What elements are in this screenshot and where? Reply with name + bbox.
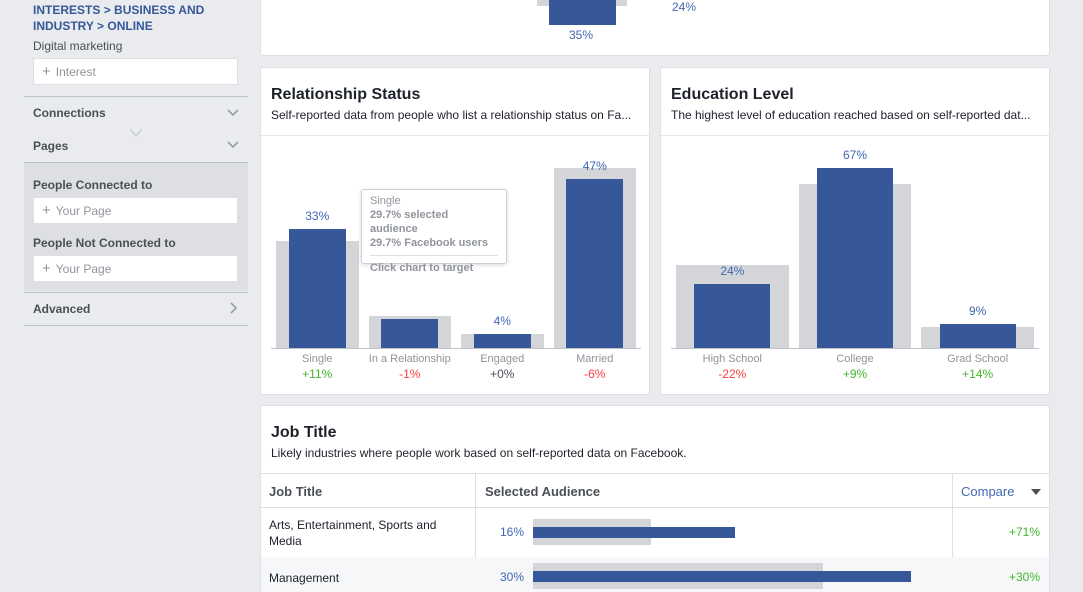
chart-tooltip: Single 29.7% selected audience 29.7% Fac… bbox=[361, 189, 507, 274]
row-percent: 30% bbox=[499, 570, 524, 584]
card-title: Education Level bbox=[671, 86, 794, 103]
chevron-down-icon bbox=[227, 109, 239, 117]
row-percent: 16% bbox=[499, 525, 524, 539]
row-job-title: Arts, Entertainment, Sports and Media bbox=[269, 518, 437, 548]
crumb-interests[interactable]: INTERESTS bbox=[33, 3, 101, 17]
bar-percent-label: 24% bbox=[671, 0, 697, 14]
bar-percent-label: 35% bbox=[568, 28, 594, 42]
people-not-connected-placeholder: Your Page bbox=[55, 261, 112, 276]
comparison-value: -1% bbox=[399, 367, 421, 381]
card-divider bbox=[661, 135, 1049, 136]
sidebar-divider bbox=[24, 325, 248, 326]
category-label: College bbox=[836, 353, 874, 365]
crumb-online[interactable]: ONLINE bbox=[107, 19, 153, 33]
section-notch bbox=[130, 129, 142, 137]
comparison-value: +11% bbox=[302, 367, 333, 381]
card-subtitle: The highest level of education reached b… bbox=[671, 108, 1031, 122]
relationship-status-card: Relationship Status Self-reported data f… bbox=[260, 67, 650, 395]
chart-bar-selected[interactable] bbox=[566, 179, 624, 348]
chart-bar-selected bbox=[549, 0, 616, 25]
tooltip-action: Click chart to target bbox=[370, 262, 474, 274]
education-level-card: Education Level The highest level of edu… bbox=[660, 67, 1050, 395]
bar-percent-label: 47% bbox=[582, 159, 607, 173]
compare-dropdown[interactable]: Compare bbox=[961, 484, 1014, 499]
category-label: Married bbox=[576, 353, 614, 365]
table-header: Job Title Selected Audience Compare bbox=[261, 473, 1049, 508]
chart-bar-selected[interactable] bbox=[816, 168, 894, 348]
category-label: In a Relationship bbox=[368, 353, 451, 365]
card-subtitle: Likely industries where people work base… bbox=[271, 446, 687, 460]
row-bar-selected bbox=[533, 527, 735, 538]
tooltip-title: Single bbox=[370, 195, 401, 207]
bar-percent-label: 24% bbox=[720, 263, 745, 278]
plus-icon: + bbox=[42, 202, 51, 219]
card-divider bbox=[261, 135, 649, 136]
chart-bar-selected[interactable] bbox=[939, 323, 1016, 348]
chevron-down-icon bbox=[227, 141, 239, 149]
interest-input[interactable]: + Interest bbox=[33, 58, 238, 85]
chart-bar-selected[interactable] bbox=[288, 229, 346, 348]
comparison-value: +9% bbox=[842, 367, 868, 381]
bar-percent-label: 67% bbox=[842, 148, 868, 162]
plus-icon: + bbox=[42, 260, 51, 277]
bar-percent-label: 4% bbox=[493, 313, 511, 328]
column-header-selected-audience[interactable]: Selected Audience bbox=[485, 484, 601, 499]
connections-label: Connections bbox=[33, 106, 106, 120]
column-divider bbox=[475, 473, 476, 592]
tooltip-selected: 29.7% selected audience bbox=[370, 209, 449, 235]
chart-bar-selected[interactable] bbox=[473, 333, 531, 348]
category-label: Grad School bbox=[947, 353, 1009, 365]
comparison-value: -6% bbox=[584, 367, 606, 381]
chart-bar-selected[interactable] bbox=[694, 283, 771, 348]
people-connected-placeholder: Your Page bbox=[55, 203, 112, 218]
connections-section[interactable]: Connections bbox=[24, 96, 248, 129]
caret-down-icon[interactable] bbox=[1031, 488, 1041, 496]
chevron-right-icon bbox=[230, 302, 238, 314]
advanced-section[interactable]: Advanced bbox=[24, 292, 248, 325]
category-label: Engaged bbox=[480, 353, 525, 365]
tooltip-divider bbox=[370, 255, 498, 256]
job-title-card: Job Title Likely industries where people… bbox=[260, 405, 1050, 592]
people-not-connected-label: People Not Connected to bbox=[33, 236, 176, 250]
category-label: High School bbox=[702, 353, 762, 365]
advanced-label: Advanced bbox=[33, 302, 91, 316]
crumb-separator: > bbox=[103, 3, 111, 17]
row-bar-selected bbox=[533, 571, 911, 582]
category-label: Single bbox=[301, 353, 333, 365]
tooltip-facebook: 29.7% Facebook users bbox=[370, 237, 489, 249]
card-title: Relationship Status bbox=[271, 86, 421, 103]
bar-percent-label: 9% bbox=[968, 303, 987, 318]
crumb-separator: > bbox=[97, 19, 105, 33]
plus-icon: + bbox=[42, 63, 51, 80]
column-divider bbox=[952, 473, 953, 592]
comparison-value: -22% bbox=[718, 367, 747, 381]
interest-placeholder: Interest bbox=[55, 64, 96, 79]
pages-section[interactable]: Pages bbox=[24, 129, 248, 162]
selected-interest: Digital marketing bbox=[33, 39, 123, 53]
chart-bar-selected[interactable] bbox=[381, 319, 439, 348]
top-chart-card[interactable]: 35% 24% bbox=[260, 0, 1050, 56]
bar-percent-label: 33% bbox=[305, 209, 330, 224]
crumb-business-industry[interactable]: BUSINESS AND INDUSTRY bbox=[33, 3, 205, 33]
pages-label: Pages bbox=[33, 138, 69, 153]
row-job-title: Management bbox=[269, 571, 340, 585]
people-not-connected-input[interactable]: + Your Page bbox=[33, 255, 238, 282]
card-title: Job Title bbox=[271, 424, 337, 441]
chart-baseline bbox=[671, 348, 1039, 349]
table-row[interactable]: Arts, Entertainment, Sports and Media 16%… bbox=[261, 509, 1049, 557]
comparison-value: +0% bbox=[490, 367, 515, 381]
row-comparison: +71% bbox=[1008, 525, 1040, 539]
row-comparison: +30% bbox=[1008, 570, 1040, 584]
interest-breadcrumb: INTERESTS > BUSINESS AND INDUSTRY > ONLI… bbox=[33, 2, 233, 34]
people-connected-label: People Connected to bbox=[33, 178, 153, 192]
compare-label: Compare bbox=[961, 484, 1015, 499]
card-subtitle: Self-reported data from people who list … bbox=[271, 108, 632, 122]
people-connected-input[interactable]: + Your Page bbox=[33, 197, 238, 224]
table-row[interactable]: Management 30% +30% bbox=[261, 557, 1049, 592]
column-header-job-title[interactable]: Job Title bbox=[269, 484, 323, 499]
comparison-value: +14% bbox=[962, 367, 994, 381]
chart-baseline bbox=[271, 348, 641, 349]
